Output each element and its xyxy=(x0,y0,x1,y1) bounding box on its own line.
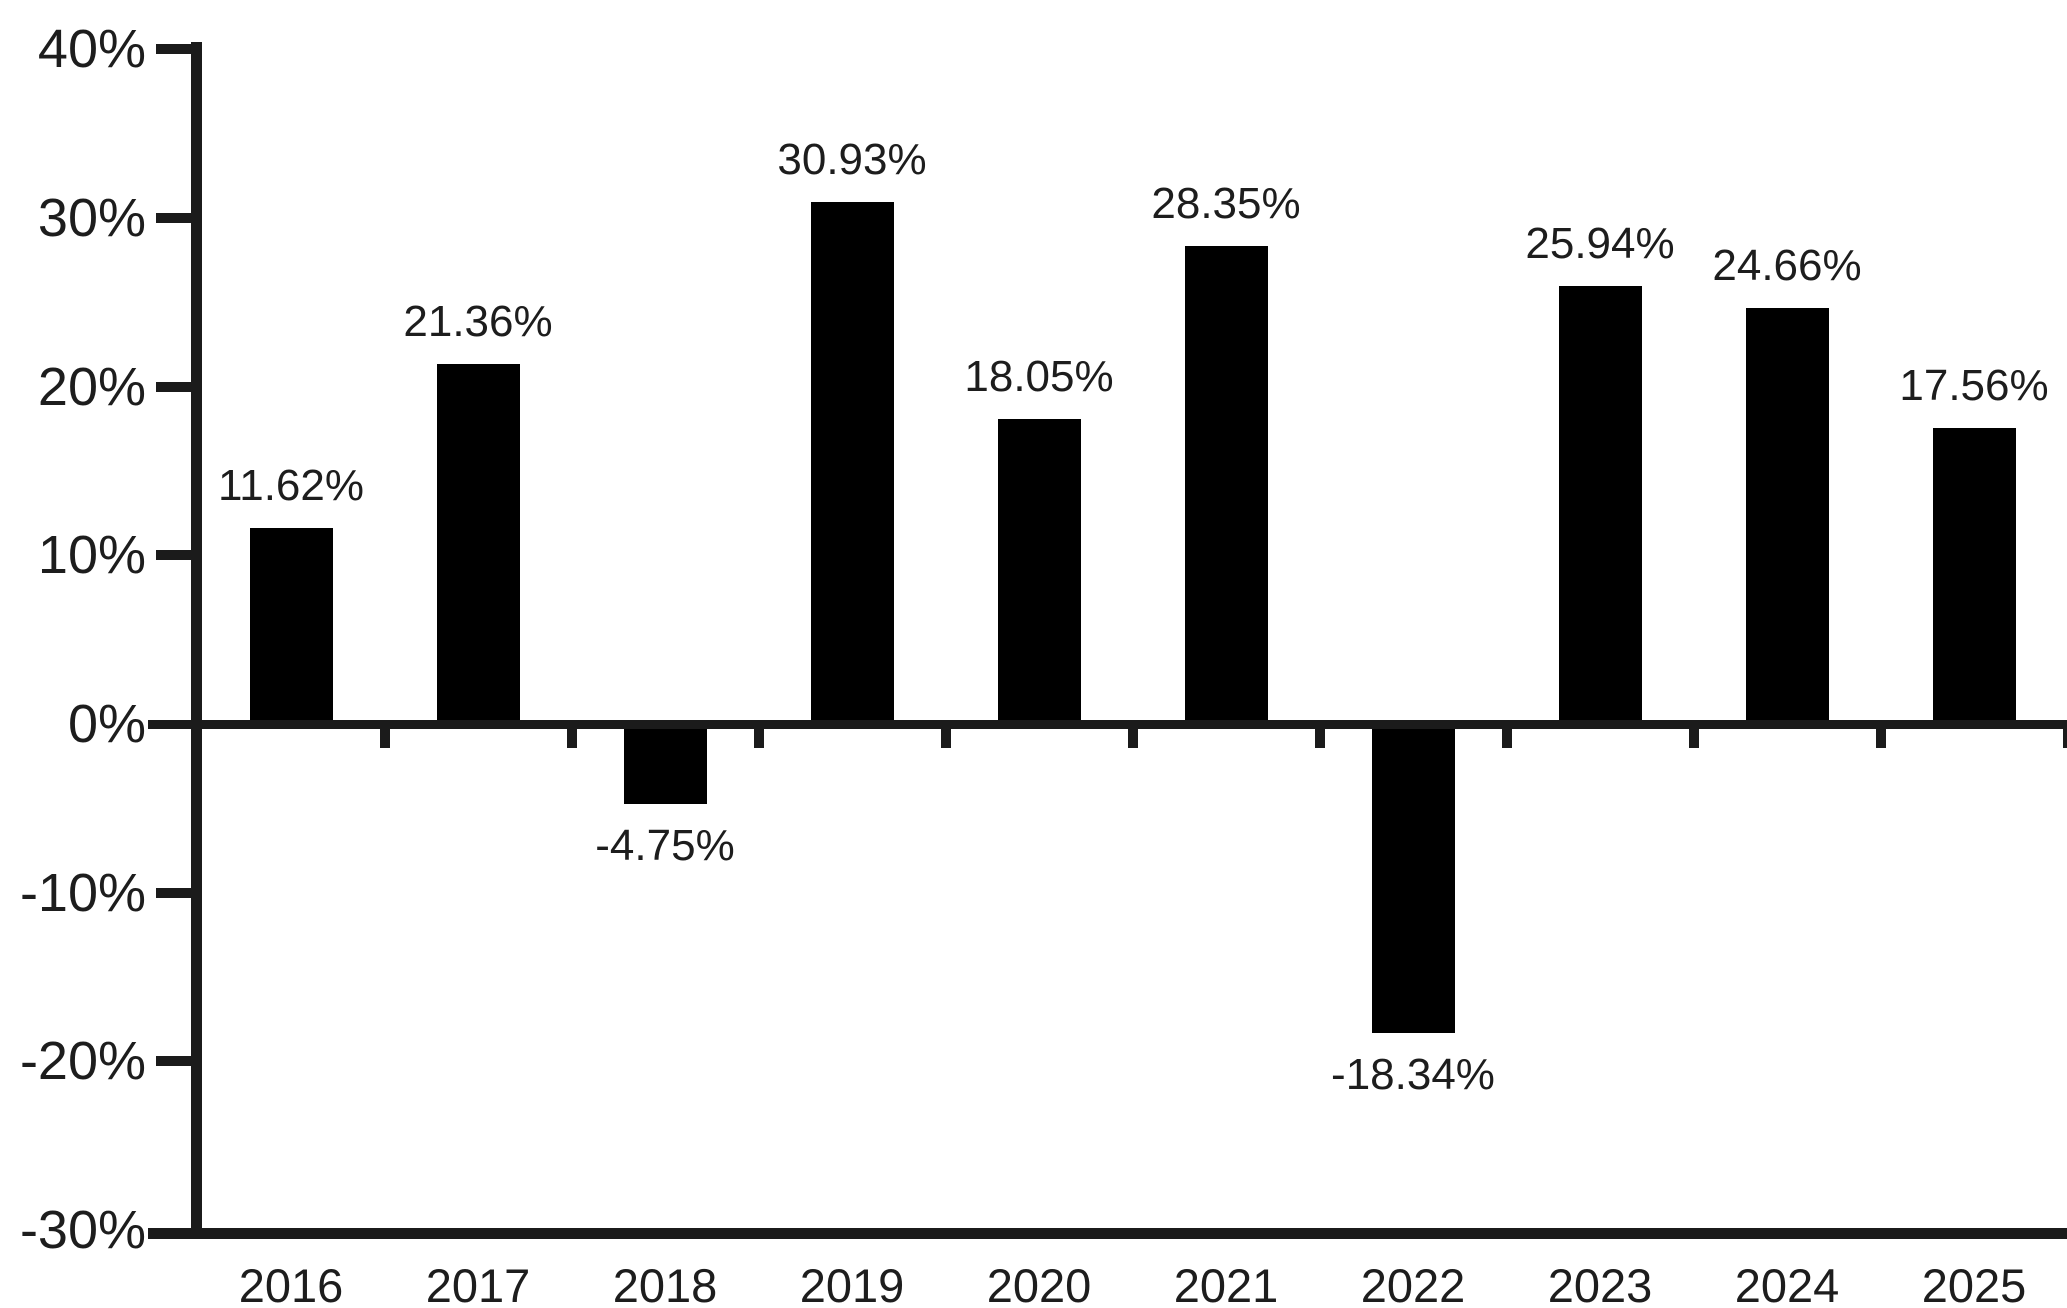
x-axis-tick-mark xyxy=(1502,722,1512,748)
x-axis-tick-label: 2016 xyxy=(238,1259,344,1308)
x-axis-tick-mark xyxy=(1689,722,1699,748)
bar xyxy=(437,364,520,724)
x-axis-tick-label: 2018 xyxy=(612,1259,718,1308)
y-axis-tick-mark xyxy=(156,44,202,54)
bar xyxy=(1185,246,1268,724)
bar xyxy=(1746,308,1829,724)
y-axis-tick-mark xyxy=(156,550,202,560)
y-axis-tick-mark xyxy=(156,888,202,898)
x-axis-tick-mark xyxy=(567,722,577,748)
x-axis-tick-label: 2020 xyxy=(986,1259,1092,1308)
bar-value-label: 21.36% xyxy=(403,297,553,346)
x-axis-tick-mark xyxy=(941,722,951,748)
bar xyxy=(1559,286,1642,724)
x-axis-zero-line xyxy=(148,720,2067,729)
x-axis-tick-label: 2023 xyxy=(1547,1259,1653,1308)
bar xyxy=(998,419,1081,724)
x-axis-baseline xyxy=(148,1228,2067,1239)
x-axis-tick-mark xyxy=(380,722,390,748)
x-axis-tick-mark xyxy=(1315,722,1325,748)
x-axis-tick-label: 2019 xyxy=(799,1259,905,1308)
y-axis-tick-label: 30% xyxy=(37,188,146,248)
y-axis-tick-label: -20% xyxy=(19,1031,146,1091)
bar-value-label: 18.05% xyxy=(964,352,1114,401)
bar-value-label: 11.62% xyxy=(218,461,364,510)
x-axis-tick-label: 2024 xyxy=(1734,1259,1840,1308)
y-axis-tick-label: 40% xyxy=(37,19,146,79)
bar-value-label: 17.56% xyxy=(1899,361,2049,410)
bar-value-label: -4.75% xyxy=(595,821,735,870)
y-axis-tick-label: -10% xyxy=(19,863,146,923)
bar xyxy=(1933,428,2016,724)
x-axis-tick-mark xyxy=(1876,722,1886,748)
bar-value-label: 28.35% xyxy=(1151,179,1301,228)
bar xyxy=(811,202,894,724)
x-axis-tick-label: 2021 xyxy=(1173,1259,1279,1308)
y-axis-tick-label: 20% xyxy=(37,357,146,417)
y-axis-tick-mark xyxy=(156,382,202,392)
bar-value-label: 25.94% xyxy=(1525,219,1675,268)
x-axis-tick-mark xyxy=(754,722,764,748)
y-axis-tick-label: -30% xyxy=(19,1200,146,1260)
y-axis-line xyxy=(191,42,202,1234)
y-axis-tick-label: 0% xyxy=(67,694,146,754)
bar xyxy=(624,724,707,804)
bar xyxy=(250,528,333,724)
bar-value-label: 30.93% xyxy=(777,135,927,184)
x-axis-tick-label: 2017 xyxy=(425,1259,531,1308)
y-axis-tick-label: 10% xyxy=(37,525,146,585)
x-axis-tick-mark xyxy=(2063,722,2067,748)
x-axis-tick-mark xyxy=(1128,722,1138,748)
x-axis-tick-label: 2025 xyxy=(1921,1259,2027,1308)
bar-value-label: -18.34% xyxy=(1331,1050,1495,1099)
y-axis-tick-mark xyxy=(156,213,202,223)
y-axis-tick-mark xyxy=(156,1056,202,1066)
bar xyxy=(1372,724,1455,1033)
x-axis-tick-label: 2022 xyxy=(1360,1259,1466,1308)
bar-value-label: 24.66% xyxy=(1712,241,1862,290)
